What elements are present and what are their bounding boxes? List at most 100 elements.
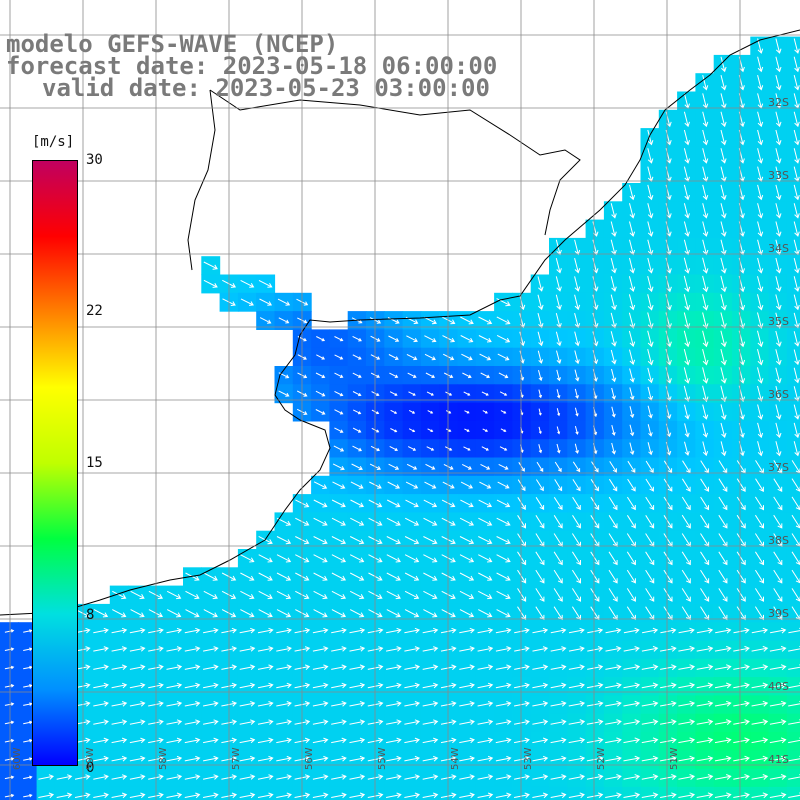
colorbar-tick-22: 22 xyxy=(86,303,103,319)
wind-arrow xyxy=(574,388,579,399)
wind-arrow xyxy=(568,755,586,762)
wind-arrow xyxy=(276,737,292,744)
wind-arrow xyxy=(331,701,347,707)
wind-arrow xyxy=(478,517,493,526)
wind-arrow xyxy=(663,588,673,602)
wind-arrow xyxy=(258,279,273,288)
wind-cell xyxy=(256,786,276,800)
wind-arrow xyxy=(386,572,401,581)
wind-arrow xyxy=(93,627,109,634)
wind-arrow xyxy=(773,551,783,566)
wind-arrow xyxy=(517,551,527,566)
wind-arrow xyxy=(404,590,420,600)
wind-arrow xyxy=(459,572,475,581)
wind-arrow xyxy=(276,664,292,670)
wind-arrow xyxy=(678,774,696,780)
wind-arrow xyxy=(663,496,673,511)
wind-arrow xyxy=(130,590,145,600)
wind-arrow xyxy=(459,536,475,545)
wind-arrow xyxy=(586,755,604,762)
wind-arrow xyxy=(459,719,475,725)
wind-arrow xyxy=(605,646,622,652)
wind-arrow xyxy=(331,737,347,744)
wind-arrow xyxy=(769,719,787,725)
wind-arrow xyxy=(769,755,787,762)
wind-arrow xyxy=(754,514,764,529)
wind-arrow xyxy=(258,554,273,563)
wind-arrow xyxy=(386,682,402,689)
wind-arrow xyxy=(663,569,673,584)
longitude-label: 51W xyxy=(669,747,680,770)
wind-arrow xyxy=(517,497,526,510)
wind-arrow xyxy=(751,755,769,762)
wind-arrow xyxy=(239,792,256,799)
wind-arrow xyxy=(647,348,654,366)
wind-cell xyxy=(530,786,550,800)
wind-arrow xyxy=(678,792,696,799)
wind-arrow xyxy=(678,719,696,725)
wind-arrow xyxy=(129,701,146,707)
wind-arrow xyxy=(556,369,561,382)
wind-arrow xyxy=(775,129,782,146)
wind-arrow xyxy=(647,405,653,419)
wind-arrow xyxy=(422,646,439,652)
wind-arrow xyxy=(702,148,709,164)
wind-arrow xyxy=(773,514,783,529)
wind-arrow xyxy=(459,774,475,780)
wind-arrow xyxy=(550,646,567,652)
wind-arrow xyxy=(590,588,600,602)
wind-cell xyxy=(54,786,74,800)
wind-arrow xyxy=(645,478,654,492)
wind-arrow xyxy=(684,423,690,438)
wind-arrow xyxy=(678,645,696,652)
wind-arrow xyxy=(514,646,530,652)
wind-arrow xyxy=(791,478,800,492)
wind-arrow xyxy=(276,646,292,652)
wind-arrow xyxy=(477,682,494,689)
wind-arrow xyxy=(184,737,201,744)
wind-arrow xyxy=(334,390,344,397)
wind-arrow xyxy=(696,774,714,780)
wind-arrow xyxy=(313,499,328,508)
wind-arrow xyxy=(623,755,641,762)
wind-cell xyxy=(494,786,513,800)
wind-arrow xyxy=(702,385,709,403)
wind-arrow xyxy=(129,792,146,799)
wind-arrow xyxy=(240,298,254,306)
wind-cell xyxy=(786,183,800,202)
wind-arrow xyxy=(623,737,641,744)
wind-arrow xyxy=(535,588,545,602)
wind-arrow xyxy=(423,536,438,545)
wind-arrow xyxy=(461,463,472,470)
wind-arrow xyxy=(129,774,146,780)
wind-arrow xyxy=(733,664,750,671)
wind-cell xyxy=(786,366,800,385)
wind-arrow xyxy=(736,606,746,621)
wind-arrow xyxy=(331,590,347,600)
wind-arrow xyxy=(757,367,764,384)
wind-arrow xyxy=(700,551,710,566)
wind-arrow xyxy=(23,720,33,725)
wind-arrow xyxy=(240,554,255,563)
wind-arrow xyxy=(459,627,475,634)
wind-arrow xyxy=(610,257,617,274)
wind-arrow xyxy=(535,606,545,621)
wind-arrow xyxy=(751,664,769,671)
wind-arrow xyxy=(791,569,800,584)
wind-arrow xyxy=(793,312,800,329)
wind-arrow xyxy=(647,294,654,311)
wind-arrow xyxy=(592,331,599,347)
wind-cell xyxy=(201,786,221,800)
wind-arrow xyxy=(258,590,273,600)
wind-arrow xyxy=(590,515,600,529)
wind-arrow xyxy=(331,719,347,725)
wind-arrow xyxy=(610,276,617,292)
wind-arrow xyxy=(477,792,494,799)
wind-arrow xyxy=(312,719,329,725)
wind-arrow xyxy=(791,533,800,547)
wind-arrow xyxy=(404,792,421,799)
wind-arrow xyxy=(148,792,164,799)
wind-cell xyxy=(786,274,800,294)
wind-arrow xyxy=(647,203,654,219)
